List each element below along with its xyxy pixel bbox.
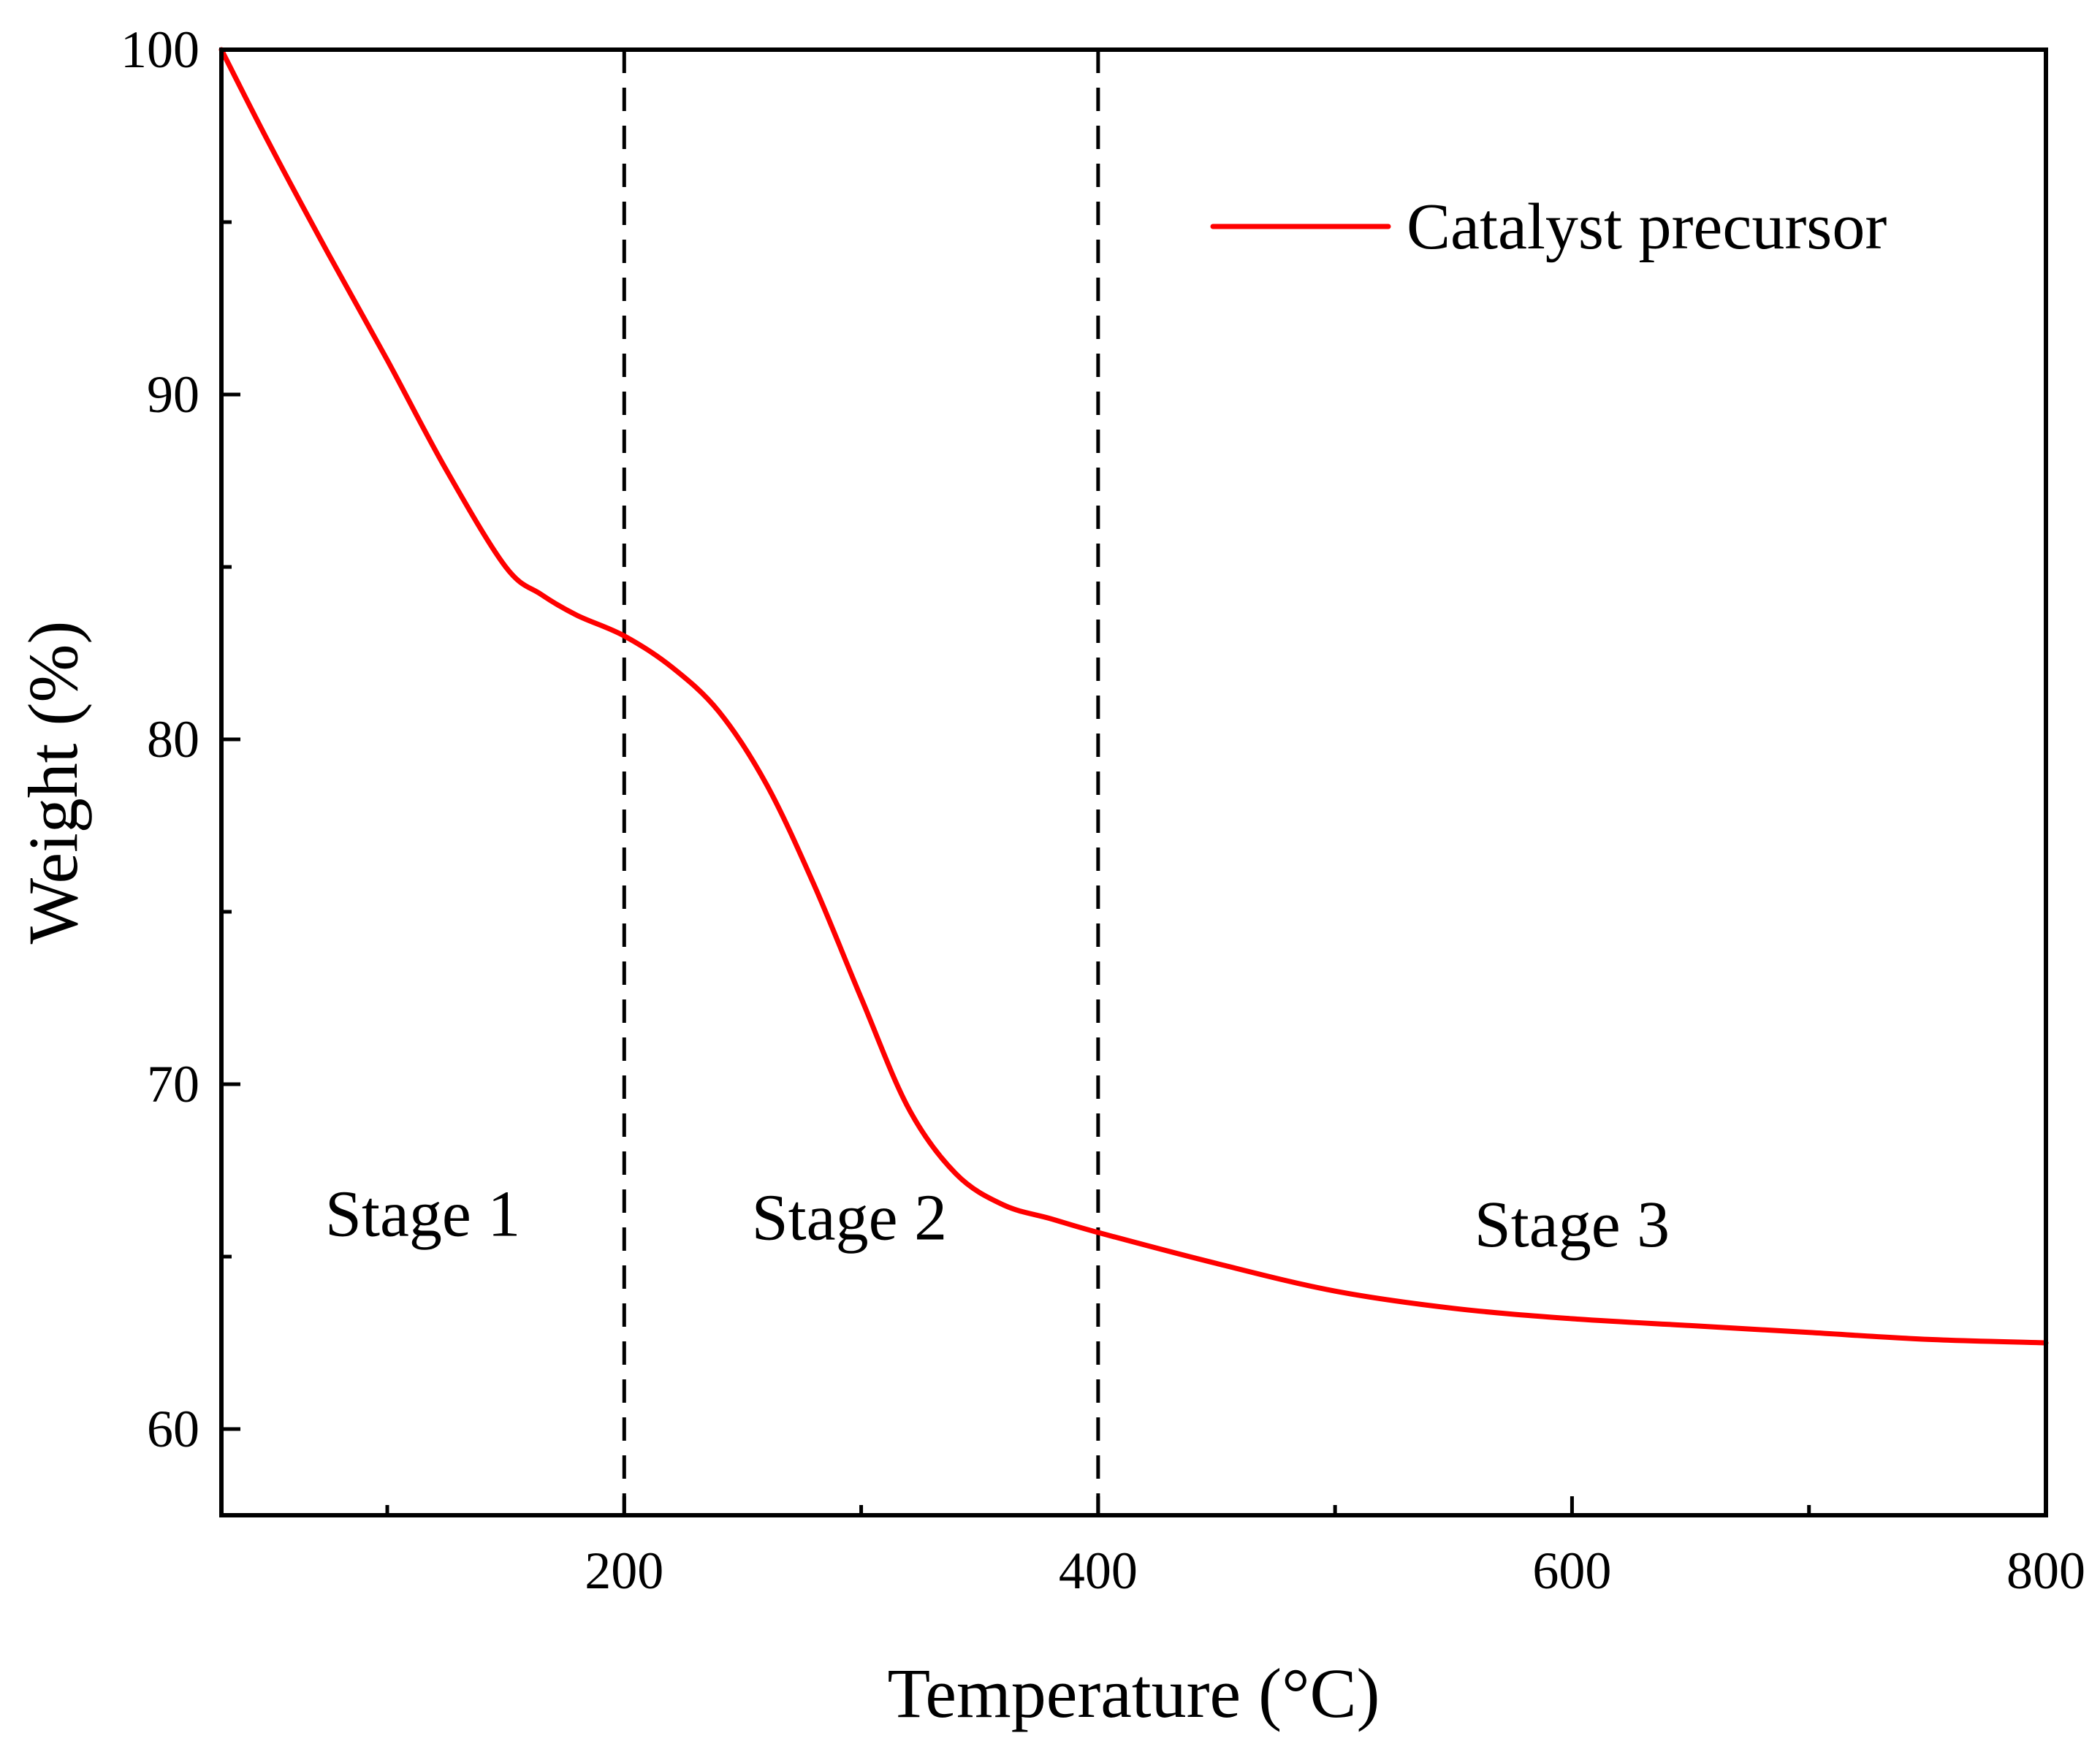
y-tick-label: 80	[147, 710, 199, 769]
y-tick-labels: 60 70 80 90 100	[121, 20, 199, 1458]
legend: Catalyst precursor	[1210, 191, 1887, 263]
stage-divider-lines	[622, 50, 1100, 1515]
y-tick-label: 100	[121, 20, 199, 79]
x-axis-title: Temperature (°C)	[887, 1654, 1380, 1732]
x-tick-label: 800	[2006, 1542, 2085, 1600]
y-tick-label: 60	[147, 1400, 199, 1458]
series-layer	[218, 47, 2049, 1346]
stage-annotations: Stage 1 Stage 2 Stage 3	[325, 1178, 1670, 1261]
x-tick-label: 200	[585, 1542, 663, 1600]
x-tick-label: 400	[1059, 1542, 1138, 1600]
y-tick-label: 90	[147, 365, 199, 424]
stage-label-3: Stage 3	[1475, 1189, 1670, 1261]
x-tick-label: 600	[1532, 1542, 1611, 1600]
legend-label: Catalyst precursor	[1407, 191, 1887, 263]
plot-frame	[219, 47, 2048, 1517]
x-tick-labels: 200 400 600 800	[585, 1542, 2085, 1600]
y-axis-title: Weight (%)	[14, 621, 92, 945]
stage-label-2: Stage 2	[752, 1181, 947, 1254]
y-tick-label: 70	[147, 1055, 199, 1113]
stage-label-1: Stage 1	[325, 1178, 520, 1251]
series-line-catalyst-precursor	[218, 47, 2049, 1346]
